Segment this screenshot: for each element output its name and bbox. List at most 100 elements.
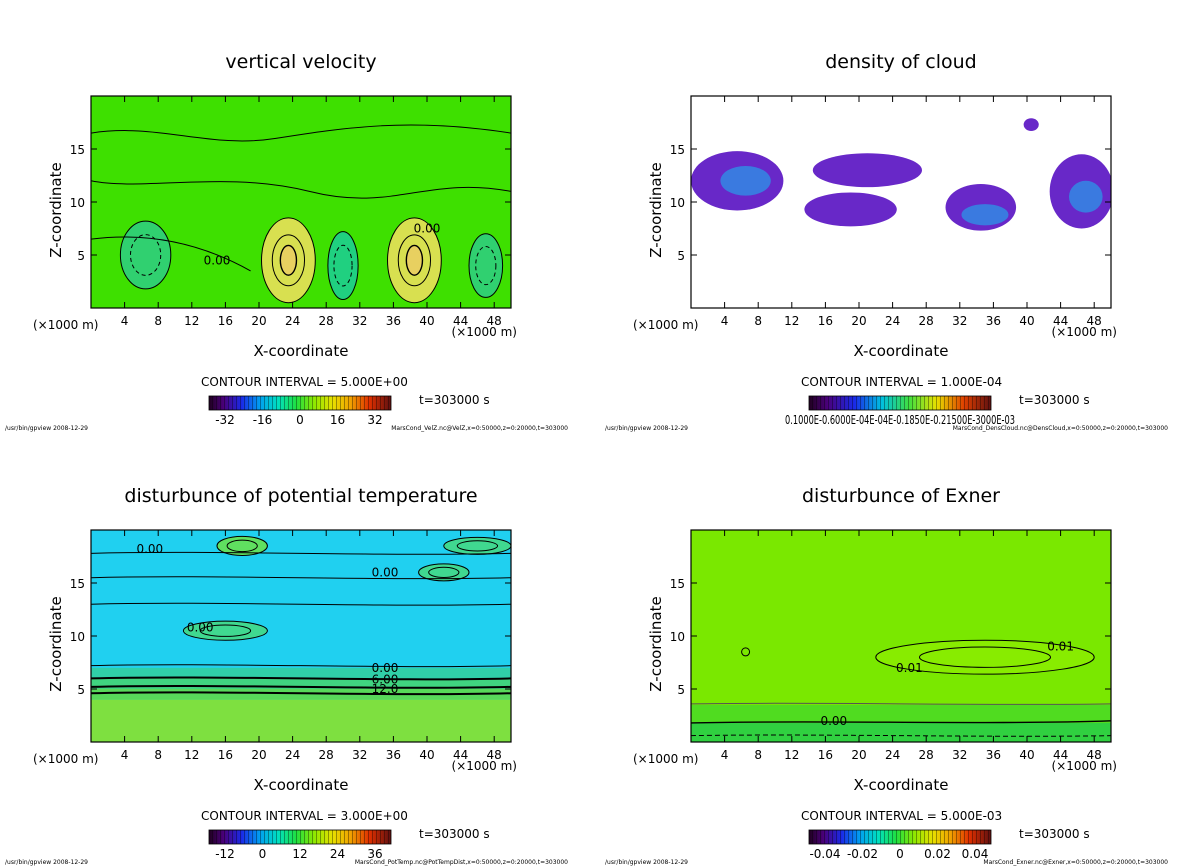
x-tick-label: 32	[352, 314, 367, 328]
time-label: t=303000 s	[419, 393, 490, 407]
contour-line	[741, 647, 751, 657]
contour-line	[333, 244, 353, 287]
contour-line	[119, 220, 172, 290]
contour-line	[691, 734, 1111, 737]
contour-line	[271, 234, 306, 287]
y-tick-label: 5	[677, 683, 685, 697]
chart-panel-3: disturbunce of potential temperature 0.00…	[5, 485, 568, 866]
colorbar-tick-label: 24	[330, 847, 345, 861]
field-layer-4	[91, 667, 511, 679]
x-tick-label: 4	[721, 314, 729, 328]
contour-line	[691, 702, 1111, 705]
contour-line	[226, 539, 258, 553]
contour-line	[91, 664, 511, 668]
contour-label: 0.01	[1047, 640, 1074, 654]
colorbar-divisions	[809, 396, 991, 410]
field-feature-cloud	[961, 204, 1009, 226]
contour-interval: CONTOUR INTERVAL = 5.000E-03	[801, 809, 1002, 823]
contour-label: 12.0	[372, 682, 399, 696]
x-tick-label: 24	[285, 314, 300, 328]
x-tick-label: 28	[319, 748, 334, 762]
x-tick-label: 16	[218, 314, 233, 328]
colorbar-tick-label: 0.04	[962, 847, 989, 861]
plot-area: 0.00 0.00	[91, 96, 511, 308]
y-axis-label: Z-coordinate	[647, 596, 665, 691]
chart-title: density of cloud	[825, 51, 977, 73]
colorbar-tick-label: 16	[330, 413, 345, 427]
x-unit-right: (×1000 m)	[1052, 325, 1117, 339]
contour-label: 0.00	[372, 661, 399, 675]
x-tick-label: 28	[319, 314, 334, 328]
x-unit-left: (×1000 m)	[33, 318, 98, 332]
colorbar-tick-label: 0.02	[924, 847, 951, 861]
field-layer-3	[91, 678, 511, 689]
x-tick-label: 12	[784, 748, 799, 762]
contour-label: 0.00	[204, 253, 231, 267]
field-feature-warm	[183, 621, 268, 641]
contour-line	[397, 234, 432, 287]
contour-line	[91, 124, 511, 142]
contour-line	[418, 563, 470, 582]
contour-line	[91, 684, 511, 689]
contour-line	[91, 676, 511, 681]
x-unit-left: (×1000 m)	[633, 318, 698, 332]
contour-line	[279, 244, 298, 276]
x-tick-label: 8	[754, 314, 762, 328]
y-tick-label: 10	[670, 630, 685, 644]
contour-interval: CONTOUR INTERVAL = 3.000E+00	[201, 809, 408, 823]
x-tick-label: 36	[386, 748, 401, 762]
contour-label: 0.00	[372, 565, 399, 579]
x-tick-label: 4	[721, 748, 729, 762]
contour-line	[261, 217, 316, 304]
x-tick-label: 44	[453, 314, 468, 328]
x-tick-label: 44	[1053, 314, 1068, 328]
colorbar-divisions	[209, 830, 391, 844]
x-tick-label: 32	[952, 314, 967, 328]
x-tick-label: 8	[154, 314, 162, 328]
colorbar-tick-label: 0	[259, 847, 267, 861]
y-tick-label: 5	[677, 249, 685, 263]
contour-line	[428, 566, 460, 578]
field-feature-cloud	[1023, 118, 1039, 131]
x-tick-label: 48	[1087, 748, 1102, 762]
plot-area: 0.01 0.01 0.00	[691, 530, 1111, 742]
x-axis-label: X-coordinate	[854, 342, 949, 360]
x-tick-label: 12	[184, 314, 199, 328]
contour-line	[91, 576, 511, 580]
x-tick-label: 40	[419, 748, 434, 762]
x-tick-label: 36	[986, 314, 1001, 328]
field-feature-warm	[217, 536, 268, 556]
colorbar-frame	[208, 829, 392, 845]
colorbar-frame	[808, 829, 992, 845]
x-tick-label: 28	[919, 314, 934, 328]
x-axis-label: X-coordinate	[854, 776, 949, 794]
x-tick-label: 8	[754, 748, 762, 762]
x-tick-label: 40	[1019, 748, 1034, 762]
colorbar-frame	[208, 395, 392, 411]
y-tick-label: 10	[70, 630, 85, 644]
contour-line	[91, 551, 511, 555]
y-axis-label: Z-coordinate	[47, 596, 65, 691]
footer-right: MarsCond_Exner.nc@Exner,x=0:50000,z=0:20…	[983, 859, 1168, 866]
contour-line	[216, 535, 268, 556]
x-unit-left: (×1000 m)	[633, 752, 698, 766]
x-tick-label: 44	[453, 748, 468, 762]
time-label: t=303000 s	[1019, 393, 1090, 407]
colorbar-tick-label: -12	[215, 847, 235, 861]
contour-line	[918, 646, 1052, 668]
x-tick-label: 20	[251, 748, 266, 762]
footer-right: MarsCond_PotTemp.nc@PotTempDist,x=0:5000…	[355, 859, 568, 866]
contour-interval: CONTOUR INTERVAL = 1.000E-04	[801, 375, 1002, 389]
y-tick-label: 5	[77, 683, 85, 697]
x-tick-label: 20	[851, 748, 866, 762]
y-tick-label: 15	[670, 577, 685, 591]
x-tick-label: 24	[285, 748, 300, 762]
x-tick-label: 48	[1087, 314, 1102, 328]
contour-line	[405, 244, 424, 276]
y-axis-label: Z-coordinate	[647, 162, 665, 257]
contour-label: 6.00	[372, 672, 399, 686]
x-tick-label: 12	[784, 314, 799, 328]
